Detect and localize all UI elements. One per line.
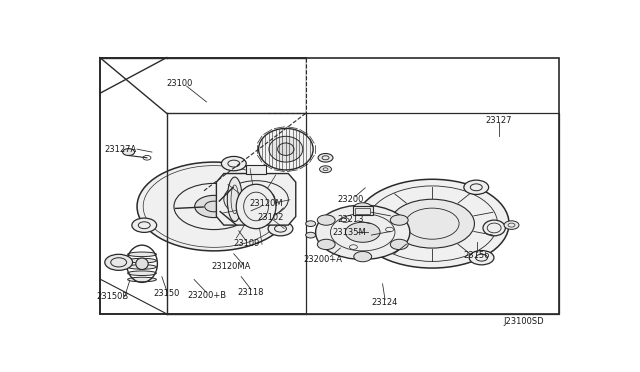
Ellipse shape	[136, 258, 148, 269]
Ellipse shape	[127, 271, 156, 276]
Circle shape	[221, 157, 246, 171]
Circle shape	[354, 251, 372, 262]
Text: J23100SD: J23100SD	[504, 317, 544, 326]
Circle shape	[355, 179, 509, 268]
Text: 23200: 23200	[337, 195, 364, 204]
Circle shape	[132, 218, 157, 232]
Text: 23120MA: 23120MA	[212, 262, 251, 271]
Polygon shape	[216, 173, 296, 225]
Bar	[355, 208, 370, 214]
Circle shape	[354, 203, 372, 213]
Circle shape	[469, 250, 494, 265]
Text: 23102: 23102	[258, 214, 284, 222]
Bar	[246, 165, 266, 173]
Circle shape	[105, 254, 132, 270]
Circle shape	[317, 239, 335, 250]
Circle shape	[306, 232, 316, 238]
Text: 23150: 23150	[154, 289, 180, 298]
Circle shape	[316, 205, 410, 260]
Circle shape	[346, 222, 380, 242]
Circle shape	[390, 239, 408, 250]
Ellipse shape	[232, 199, 250, 214]
Circle shape	[318, 154, 333, 162]
Ellipse shape	[127, 258, 156, 263]
Text: 23156: 23156	[463, 251, 490, 260]
Ellipse shape	[269, 136, 303, 162]
Circle shape	[390, 199, 474, 248]
Text: 23200+B: 23200+B	[187, 291, 226, 300]
Circle shape	[317, 215, 335, 225]
Ellipse shape	[127, 252, 156, 257]
Circle shape	[123, 149, 134, 155]
Ellipse shape	[278, 143, 294, 155]
Text: 23213: 23213	[337, 215, 364, 224]
Circle shape	[319, 166, 332, 173]
Text: 23127: 23127	[486, 116, 513, 125]
Circle shape	[390, 215, 408, 225]
Text: 23135M: 23135M	[332, 228, 366, 237]
Ellipse shape	[127, 264, 156, 269]
Ellipse shape	[483, 220, 506, 236]
Circle shape	[195, 195, 233, 218]
Text: 23124: 23124	[372, 298, 398, 307]
Circle shape	[343, 220, 368, 235]
Text: 23150B: 23150B	[96, 292, 129, 301]
Circle shape	[137, 162, 291, 251]
Bar	[306, 113, 559, 314]
Text: 23109: 23109	[233, 239, 259, 248]
Ellipse shape	[236, 184, 276, 229]
Ellipse shape	[127, 277, 156, 282]
Ellipse shape	[227, 177, 242, 221]
Circle shape	[504, 221, 519, 230]
Ellipse shape	[259, 128, 313, 170]
Bar	[100, 58, 559, 314]
Circle shape	[464, 180, 489, 195]
Circle shape	[268, 221, 293, 236]
Text: 23200+A: 23200+A	[303, 255, 342, 264]
Circle shape	[306, 221, 316, 227]
Bar	[353, 206, 372, 215]
Text: 23127A: 23127A	[104, 145, 137, 154]
Text: 23120M: 23120M	[249, 199, 283, 208]
Circle shape	[237, 189, 275, 210]
Text: 23100: 23100	[166, 79, 193, 88]
Text: 23118: 23118	[238, 288, 264, 297]
